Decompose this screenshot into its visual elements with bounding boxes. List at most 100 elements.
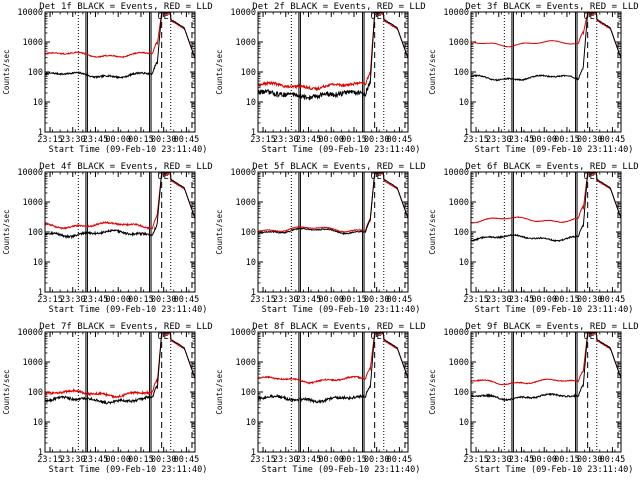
x-tick-label: 23:45: [509, 455, 535, 465]
x-tick-label: 23:45: [83, 135, 109, 145]
x-tick-label: 00:45: [600, 455, 626, 465]
x-tick-label: 00:15: [554, 455, 580, 465]
x-axis-label: Start Time (09-Feb-10 23:11:40): [475, 305, 634, 315]
y-tick-label: 10: [459, 418, 469, 428]
x-tick-label: 23:30: [273, 455, 299, 465]
x-axis-label: Start Time (09-Feb-10 23:11:40): [262, 305, 421, 315]
y-tick-label: 1: [464, 448, 469, 458]
peak-label-o: O: [158, 172, 163, 182]
x-tick-label: 00:15: [554, 135, 580, 145]
x-tick-label: 00:30: [577, 135, 603, 145]
y-axis-label: Counts/sec: [215, 209, 224, 254]
x-tick-label: 23:15: [37, 135, 63, 145]
x-tick-label: 00:30: [151, 295, 177, 305]
y-tick-label: 10: [33, 418, 43, 428]
plot-frame: [257, 171, 409, 293]
y-axis-label: Counts/sec: [428, 209, 437, 254]
peak-label-e: E: [377, 172, 382, 182]
peak-label-e: E: [164, 12, 169, 22]
y-tick-label: 10: [246, 418, 256, 428]
panel-title: Det 6f BLACK = Events, RED = LLD: [465, 162, 638, 172]
peak-label-o: O: [584, 332, 589, 342]
x-axis-label: Start Time (09-Feb-10 23:11:40): [49, 465, 208, 475]
y-tick-label: 10000: [230, 328, 256, 338]
x-tick-label: 23:30: [273, 135, 299, 145]
events-series-line: [470, 11, 622, 82]
y-tick-label: 1: [251, 288, 256, 298]
lld-series-line: [258, 333, 409, 385]
x-tick-label: 00:30: [364, 135, 390, 145]
events-series-line: [257, 331, 409, 404]
y-tick-label: 10000: [17, 328, 43, 338]
y-tick-label: 10000: [443, 168, 469, 178]
x-tick-label: 23:45: [509, 135, 535, 145]
y-tick-label: 100: [28, 68, 43, 78]
x-tick-label: 00:45: [600, 295, 626, 305]
panel-title: Det 1f BLACK = Events, RED = LLD: [39, 2, 212, 12]
x-tick-label: 00:30: [151, 135, 177, 145]
lld-series-line: [44, 13, 196, 59]
peak-label-e: E: [164, 332, 169, 342]
peak-label-o: O: [371, 12, 376, 22]
events-series-line: [470, 171, 622, 243]
y-tick-label: 100: [28, 388, 43, 398]
panel-title: Det 4f BLACK = Events, RED = LLD: [39, 162, 212, 172]
y-tick-label: 1000: [236, 38, 256, 48]
y-tick-label: 10: [459, 258, 469, 268]
y-tick-label: 1000: [23, 198, 43, 208]
x-tick-label: 23:15: [250, 295, 276, 305]
x-tick-label: 23:15: [250, 135, 276, 145]
y-tick-label: 1: [38, 448, 43, 458]
panel-title: Det 3f BLACK = Events, RED = LLD: [465, 2, 638, 12]
x-tick-label: 00:45: [174, 455, 200, 465]
x-axis-label: Start Time (09-Feb-10 23:11:40): [49, 305, 208, 315]
lld-series-line: [470, 173, 622, 224]
events-series-line: [470, 331, 622, 402]
y-tick-label: 1: [38, 128, 43, 138]
y-tick-label: 10000: [17, 8, 43, 18]
x-tick-label: 00:00: [531, 135, 557, 145]
y-tick-label: 10: [246, 258, 256, 268]
x-tick-label: 23:30: [60, 295, 86, 305]
detector-panel: Det 3f BLACK = Events, RED = LLD Counts/s…: [428, 2, 639, 155]
lld-series-line: [471, 13, 622, 59]
peak-label-e: E: [377, 332, 382, 342]
y-tick-label: 100: [454, 388, 469, 398]
x-tick-label: 00:15: [341, 295, 367, 305]
y-axis-label: Counts/sec: [215, 49, 224, 94]
x-tick-label: 23:15: [463, 295, 489, 305]
panel-title: Det 7f BLACK = Events, RED = LLD: [39, 322, 212, 332]
peak-label-e: E: [164, 172, 169, 182]
detector-panel: Det 7f BLACK = Events, RED = LLD Counts/s…: [2, 322, 213, 475]
y-axis-label: Counts/sec: [215, 369, 224, 414]
x-tick-label: 00:30: [364, 455, 390, 465]
y-tick-label: 10: [459, 98, 469, 108]
y-axis-label: Counts/sec: [428, 49, 437, 94]
y-tick-label: 10: [33, 258, 43, 268]
x-tick-label: 23:45: [509, 295, 535, 305]
peak-label-o: O: [584, 12, 589, 22]
x-tick-label: 00:45: [387, 135, 413, 145]
x-tick-label: 00:00: [318, 455, 344, 465]
y-axis-label: Counts/sec: [2, 49, 11, 94]
y-tick-label: 1000: [449, 38, 469, 48]
peak-label-e: E: [590, 12, 595, 22]
y-tick-label: 1000: [449, 358, 469, 368]
events-series-line: [44, 331, 196, 405]
events-series-line: [44, 11, 196, 80]
y-tick-label: 10000: [230, 168, 256, 178]
y-tick-label: 1: [251, 448, 256, 458]
x-tick-label: 00:00: [105, 455, 131, 465]
plot-frame: [257, 331, 409, 453]
peak-label-o: O: [371, 332, 376, 342]
events-series-line: [257, 171, 409, 236]
peak-label-o: O: [158, 332, 163, 342]
detector-panel: Det 6f BLACK = Events, RED = LLD Counts/s…: [428, 162, 639, 315]
y-tick-label: 1000: [236, 358, 256, 368]
detector-panel: Det 1f BLACK = Events, RED = LLD Counts/s…: [2, 2, 213, 155]
x-tick-label: 00:00: [105, 295, 131, 305]
x-tick-label: 00:15: [128, 295, 154, 305]
y-tick-label: 10000: [230, 8, 256, 18]
y-tick-label: 10000: [443, 328, 469, 338]
